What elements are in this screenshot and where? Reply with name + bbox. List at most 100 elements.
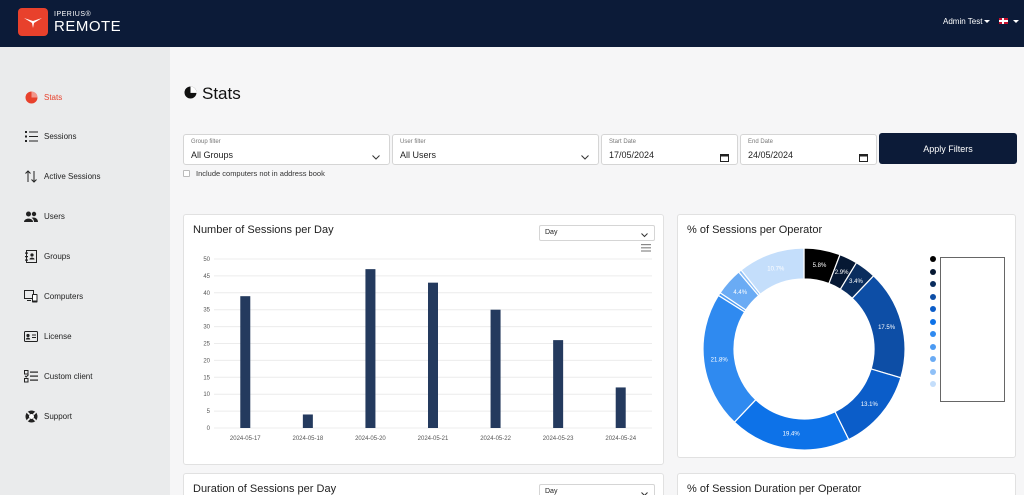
y-tick-label: 5 — [207, 409, 211, 415]
sidebar-item-active-sessions[interactable]: Active Sessions — [24, 166, 100, 186]
sidebar-item-label: Computers — [44, 291, 84, 301]
brand-name: REMOTE — [54, 18, 122, 35]
apply-filters-button[interactable]: Apply Filters — [879, 133, 1017, 164]
sidebar-item-custom-client[interactable]: Custom client — [24, 366, 92, 386]
logo-mark-icon — [24, 18, 42, 28]
slice-label: 2.9% — [835, 270, 849, 276]
group-filter-label: Group filter — [191, 139, 221, 145]
calendar-icon[interactable] — [859, 149, 868, 167]
period-select[interactable]: Day — [539, 225, 655, 241]
sidebar-item-stats[interactable]: Stats — [24, 87, 62, 107]
period-select[interactable]: Day — [539, 484, 655, 495]
end-date-value: 24/05/2024 — [748, 150, 794, 160]
language-caret-icon[interactable] — [1013, 20, 1019, 23]
page-title-text: Stats — [202, 84, 241, 103]
card-title: Number of Sessions per Day — [193, 224, 334, 236]
x-tick-label: 2024-05-22 — [480, 436, 511, 442]
legend-dot[interactable] — [930, 256, 936, 262]
y-tick-label: 40 — [203, 291, 210, 297]
legend-dot[interactable] — [930, 381, 936, 387]
users-icon — [24, 209, 38, 223]
user-filter-label: User filter — [400, 139, 426, 145]
legend-dot[interactable] — [930, 318, 936, 325]
top-navbar: IPERIUS® REMOTE Admin Test — [0, 0, 1024, 47]
card-title: % of Sessions per Operator — [687, 224, 823, 236]
sidebar: Stats Sessions Active Sessions Users Gro… — [0, 47, 170, 495]
sidebar-item-label: Active Sessions — [44, 171, 101, 181]
list-icon — [24, 129, 38, 143]
iperius-logo[interactable] — [18, 8, 48, 36]
legend-dot[interactable] — [930, 343, 936, 350]
legend-dot[interactable] — [930, 281, 936, 287]
y-tick-label: 25 — [203, 342, 210, 348]
slice-label: 17.5% — [878, 325, 896, 331]
x-tick-label: 2024-05-18 — [293, 436, 324, 442]
slice-label: 10.7% — [767, 266, 785, 272]
user-filter-select[interactable]: User filter All Users — [392, 134, 599, 165]
start-date-value: 17/05/2024 — [609, 150, 655, 160]
bar[interactable] — [553, 340, 564, 428]
sidebar-item-license[interactable]: License — [24, 326, 72, 346]
y-tick-label: 15 — [203, 375, 210, 381]
bar[interactable] — [615, 387, 626, 428]
caret-down-icon — [984, 20, 991, 24]
y-tick-label: 50 — [203, 257, 210, 263]
lifebuoy-icon — [24, 409, 38, 423]
period-select-value: Day — [545, 488, 558, 495]
sidebar-item-computers[interactable]: Computers — [24, 286, 83, 306]
legend-dot[interactable] — [930, 368, 936, 375]
bar[interactable] — [302, 414, 313, 428]
bar[interactable] — [240, 296, 251, 428]
chevron-down-icon — [372, 147, 380, 165]
brand-tagline: IPERIUS® — [54, 11, 92, 18]
card-title: % of Session Duration per Operator — [687, 483, 862, 495]
id-card-icon — [24, 329, 38, 343]
include-computers-checkbox[interactable] — [183, 170, 190, 177]
start-date-label: Start Date — [609, 139, 637, 145]
include-computers-checkbox-row[interactable]: Include computers not in address book — [183, 169, 325, 178]
sidebar-item-groups[interactable]: Groups — [24, 246, 70, 266]
sidebar-item-sessions[interactable]: Sessions — [24, 126, 76, 146]
sidebar-item-support[interactable]: Support — [24, 406, 72, 426]
checklist-icon — [24, 369, 38, 383]
legend-dot[interactable] — [930, 293, 936, 300]
x-tick-label: 2024-05-21 — [418, 436, 449, 442]
donut-slice[interactable] — [733, 398, 850, 451]
legend-tooltip-box — [940, 257, 1005, 402]
end-date-label: End Date — [748, 139, 774, 145]
legend-dot[interactable] — [930, 356, 936, 362]
user-filter-value: All Users — [400, 150, 437, 160]
x-tick-label: 2024-05-17 — [230, 436, 261, 442]
start-date-input[interactable]: Start Date 17/05/2024 — [601, 134, 738, 165]
slice-label: 3.4% — [849, 279, 863, 285]
bar[interactable] — [428, 282, 438, 428]
calendar-icon[interactable] — [720, 149, 729, 167]
legend-dot[interactable] — [930, 268, 936, 275]
uk-flag-icon[interactable] — [999, 18, 1008, 24]
arrows-updown-icon — [24, 169, 38, 183]
y-tick-label: 35 — [203, 308, 210, 314]
legend-dot[interactable] — [930, 331, 936, 337]
end-date-input[interactable]: End Date 24/05/2024 — [740, 134, 877, 165]
legend-dot[interactable] — [930, 306, 936, 312]
sidebar-item-users[interactable]: Users — [24, 206, 65, 226]
group-filter-select[interactable]: Group filter All Groups — [183, 134, 390, 165]
pie-chart-icon — [24, 90, 38, 104]
donut-slice[interactable] — [740, 247, 805, 296]
address-book-icon — [24, 249, 38, 263]
period-select-value: Day — [545, 229, 558, 236]
bar[interactable] — [490, 309, 501, 428]
page-title: Stats — [184, 84, 241, 104]
bar[interactable] — [365, 269, 376, 428]
y-tick-label: 30 — [203, 325, 210, 331]
chevron-down-icon — [581, 147, 589, 165]
x-tick-label: 2024-05-24 — [605, 436, 636, 442]
chart-menu-icon[interactable] — [641, 244, 651, 252]
group-filter-value: All Groups — [191, 150, 234, 160]
slice-label: 13.1% — [861, 402, 879, 408]
user-name: Admin Test — [943, 17, 983, 26]
user-menu[interactable]: Admin Test — [943, 17, 991, 26]
y-tick-label: 10 — [203, 392, 210, 398]
duration-per-operator-card: % of Session Duration per Operator — [677, 473, 1016, 495]
sidebar-item-label: Support — [44, 411, 73, 421]
